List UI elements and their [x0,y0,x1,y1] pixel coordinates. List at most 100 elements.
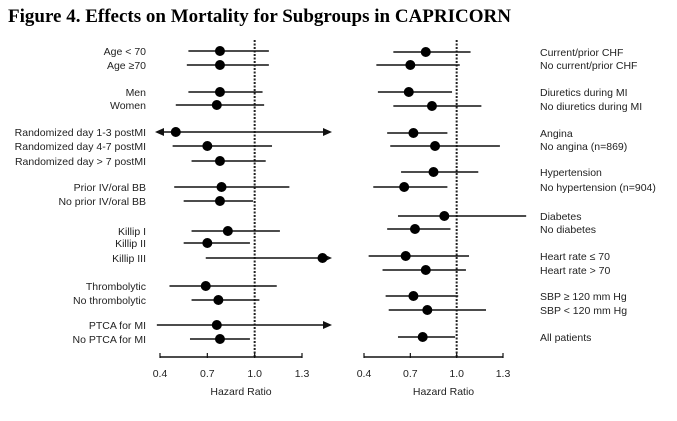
hazard-ratio-point [420,265,431,275]
forest-row: PTCA for MI [89,320,332,332]
forest-row: No current/prior CHF [376,60,637,72]
arrow-left-icon [155,128,164,136]
forest-row: Diabetes [397,211,581,223]
x-tick-label: 1.3 [496,368,511,380]
row-label: No angina (n=869) [540,141,627,153]
forest-row: No diabetes [387,224,596,236]
hazard-ratio-point [420,47,431,57]
forest-row: No PTCA for MI [72,334,250,346]
forest-row: Heart rate > 70 [382,265,610,277]
forest-row: Diuretics during MI [377,87,628,99]
hazard-ratio-point [202,238,213,248]
row-label: No PTCA for MI [72,334,146,346]
forest-row: No prior IV/oral BB [58,196,254,208]
row-label: Killip III [112,253,146,265]
row-label: All patients [540,332,591,344]
panel-1: 0.4 0.7 1.0 1.3 Hazard Ratio Age < 70 Age ≥70 M… [15,40,332,398]
forest-row: Randomized day 1-3 postMI [15,127,332,139]
x-axis-label: Hazard Ratio [413,386,474,398]
row-label: Killip I [118,226,146,238]
row-label: SBP < 120 mm Hg [540,305,627,317]
row-label: Women [110,100,146,112]
arrow-right-icon [323,321,332,329]
arrow-right-icon [323,128,332,136]
forest-row: No angina (n=869) [390,141,627,153]
hazard-ratio-point [408,128,419,138]
forest-row: Angina [387,128,573,140]
hazard-ratio-point [222,226,233,236]
row-label: Current/prior CHF [540,47,623,59]
forest-row: Killip I [118,226,280,238]
forest-row: No thrombolytic [73,295,260,307]
forest-row: No hypertension (n=904) [373,182,656,194]
hazard-ratio-point [200,281,211,291]
row-label: Thrombolytic [86,281,146,293]
row-label: Randomized day > 7 postMI [15,156,146,168]
row-label: Age < 70 [104,46,146,58]
row-label: No current/prior CHF [540,60,637,72]
row-label: Heart rate > 70 [540,265,610,277]
hazard-ratio-point [409,224,420,234]
row-label: PTCA for MI [89,320,146,332]
row-label: No diabetes [540,224,596,236]
row-label: No thrombolytic [73,295,146,307]
x-axis-label: Hazard Ratio [210,386,271,398]
hazard-ratio-point [202,141,213,151]
hazard-ratio-point [400,251,411,261]
forest-row: Prior IV/oral BB [74,182,290,194]
row-label: Prior IV/oral BB [74,182,146,194]
row-label: Heart rate ≤ 70 [540,251,610,263]
forest-row: Killip II [115,238,250,250]
hazard-ratio-point [399,182,410,192]
hazard-ratio-point [422,305,433,315]
forest-row: Men [126,87,263,99]
hazard-ratio-point [213,295,224,305]
forest-row: SBP ≥ 120 mm Hg [385,291,627,303]
hazard-ratio-point [439,211,450,221]
forest-row: Age ≥70 [107,60,269,72]
hazard-ratio-point [170,127,181,137]
forest-row: Heart rate ≤ 70 [368,251,610,263]
forest-row: All patients [397,332,591,344]
hazard-ratio-point [214,60,225,70]
hazard-ratio-point [405,60,416,70]
hazard-ratio-point [428,167,439,177]
x-tick-label: 0.4 [357,368,372,380]
hazard-ratio-point [211,100,222,110]
hazard-ratio-point [426,101,437,111]
forest-row: SBP < 120 mm Hg [388,305,627,317]
row-label: Age ≥70 [107,60,146,72]
chart-title: Figure 4. Effects on Mortality for Subgr… [8,6,511,27]
x-tick-label: 1.0 [449,368,464,380]
x-tick-label: 0.4 [153,368,168,380]
forest-row: Age < 70 [104,46,269,58]
forest-row: Randomized day 4-7 postMI [15,141,273,153]
row-label: SBP ≥ 120 mm Hg [540,291,627,303]
x-tick-label: 0.7 [200,368,215,380]
hazard-ratio-point [214,196,225,206]
forest-row: Killip III [112,253,332,265]
row-label: No diuretics during MI [540,101,642,113]
row-label: Randomized day 4-7 postMI [15,141,146,153]
hazard-ratio-point [211,320,222,330]
row-label: No prior IV/oral BB [58,196,146,208]
row-label: Diabetes [540,211,581,223]
panel-2: 0.4 0.7 1.0 1.3 Hazard Ratio Current/prior CH… [357,40,656,398]
hazard-ratio-point [317,253,328,263]
hazard-ratio-point [408,291,419,301]
x-tick-label: 1.3 [295,368,310,380]
forest-row: Thrombolytic [86,281,277,293]
hazard-ratio-point [417,332,428,342]
hazard-ratio-point [214,334,225,344]
forest-row: Women [110,100,265,112]
forest-row: Current/prior CHF [393,47,623,59]
forest-row: Randomized day > 7 postMI [15,156,266,168]
hazard-ratio-point [403,87,414,97]
row-label: Diuretics during MI [540,87,628,99]
row-label: Angina [540,128,573,140]
x-tick-label: 0.7 [403,368,418,380]
hazard-ratio-point [216,182,227,192]
row-label: Killip II [115,238,146,250]
hazard-ratio-point [214,46,225,56]
